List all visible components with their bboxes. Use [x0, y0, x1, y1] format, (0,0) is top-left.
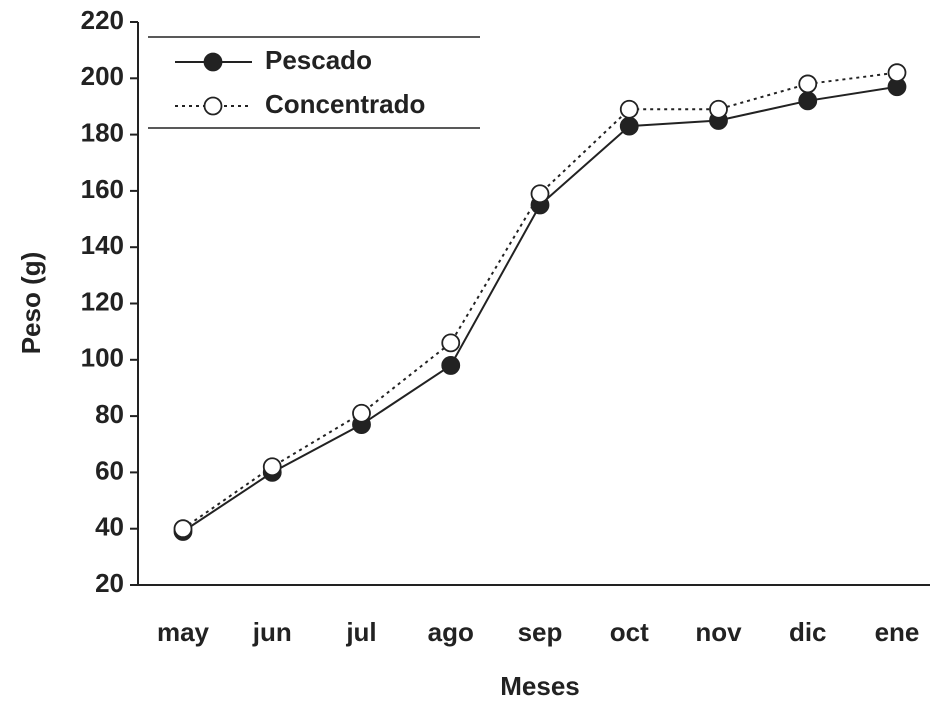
- data-point: [709, 99, 728, 119]
- x-tick-label: oct: [610, 617, 649, 647]
- data-point: [798, 91, 818, 111]
- legend-marker: [203, 96, 223, 116]
- data-point: [530, 184, 550, 204]
- x-axis-label: Meses: [500, 671, 580, 701]
- data-point: [798, 74, 818, 94]
- data-point: [441, 333, 461, 353]
- series-line: [182, 85, 898, 533]
- x-tick-label: may: [157, 617, 210, 647]
- y-tick-label: 140: [81, 230, 124, 260]
- y-tick-label: 120: [81, 286, 124, 316]
- legend-label: Concentrado: [265, 89, 425, 119]
- y-tick-label: 40: [95, 512, 124, 542]
- x-tick-label: nov: [695, 617, 742, 647]
- y-tick-label: 80: [95, 399, 124, 429]
- x-tick-label: jun: [252, 617, 292, 647]
- y-tick-label: 180: [81, 117, 124, 147]
- data-point: [352, 403, 371, 423]
- x-tick-label: ene: [875, 617, 920, 647]
- data-point: [173, 519, 193, 539]
- data-point: [441, 356, 461, 375]
- y-tick-label: 100: [81, 343, 124, 373]
- x-tick-label: dic: [789, 617, 827, 647]
- legend-marker: [203, 52, 223, 72]
- x-tick-label: ago: [428, 617, 474, 647]
- data-point: [262, 457, 282, 477]
- y-tick-label: 160: [81, 174, 124, 204]
- data-point: [887, 63, 907, 83]
- data-point: [619, 116, 639, 136]
- y-tick-label: 60: [95, 455, 124, 485]
- series-line: [182, 71, 898, 530]
- data-point: [619, 99, 639, 119]
- y-tick-label: 200: [81, 61, 124, 91]
- y-tick-label: 220: [81, 5, 124, 35]
- legend-label: Pescado: [265, 45, 372, 75]
- y-tick-label: 20: [95, 568, 124, 598]
- y-axis-label: Peso (g): [16, 252, 46, 355]
- x-tick-label: sep: [518, 617, 563, 647]
- x-tick-label: jul: [345, 617, 376, 647]
